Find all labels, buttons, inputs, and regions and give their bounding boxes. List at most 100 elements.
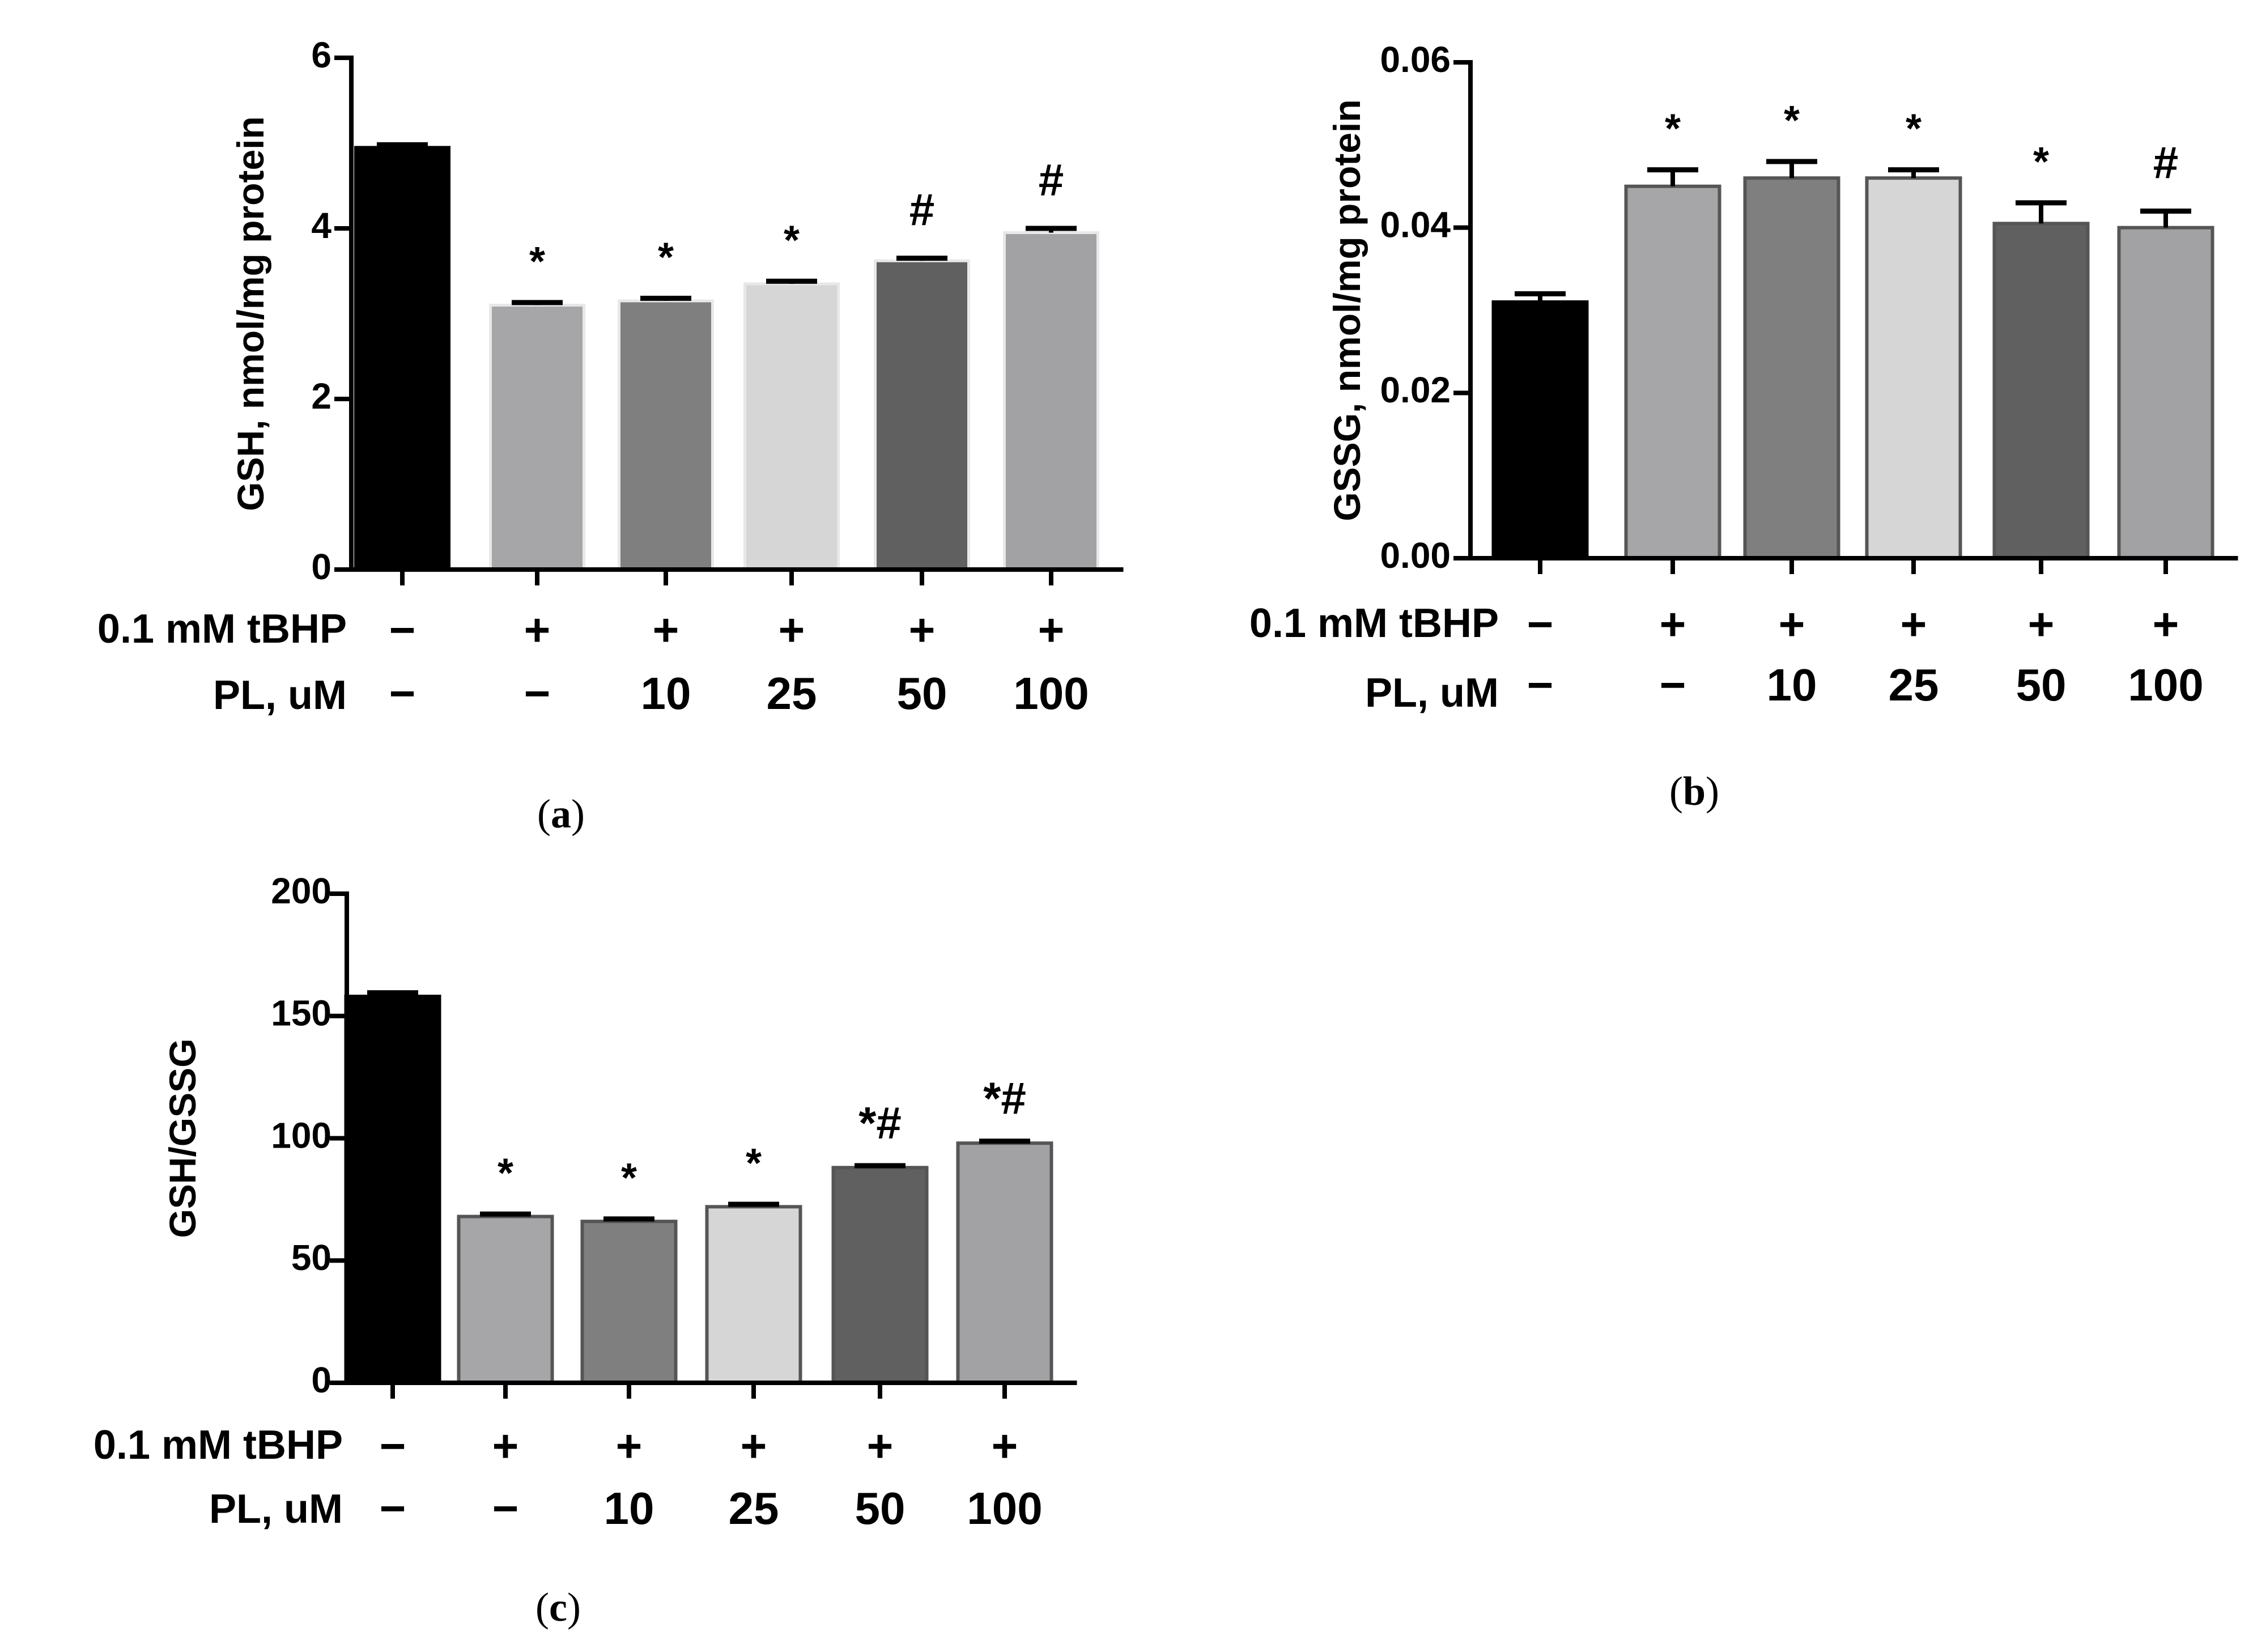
significance-label-2: * xyxy=(1665,107,1681,152)
y-axis-label: GSH/GSSG xyxy=(161,1038,203,1238)
pl-condition-2: − xyxy=(492,1483,519,1534)
panel-label-letter: c xyxy=(549,1585,567,1630)
tbhp-condition-5: + xyxy=(909,605,936,655)
bar-2 xyxy=(1624,184,1721,560)
panel-a-chart: − − * + − * +10 * +25 # +50 # +100 0 2 4 6 GSH, nmol/mg p… xyxy=(97,35,1124,836)
pl-condition-3: 10 xyxy=(641,668,691,719)
y-tick-label-1: 0.00 xyxy=(1380,535,1451,576)
significance-label-3: * xyxy=(621,1156,637,1201)
y-tick-label-3: 4 xyxy=(311,205,331,246)
tbhp-condition-5: + xyxy=(867,1421,894,1471)
bar-1 xyxy=(1491,300,1589,560)
y-tick-label-1: 0 xyxy=(311,1360,331,1400)
bar-3 xyxy=(1743,176,1840,560)
pl-condition-4: 25 xyxy=(1889,660,1939,710)
bar-2 xyxy=(457,1214,554,1385)
pl-condition-1: − xyxy=(380,1483,406,1534)
significance-label-4: * xyxy=(746,1141,762,1186)
tbhp-condition-1: − xyxy=(1527,599,1554,649)
tbhp-condition-2: + xyxy=(1660,599,1686,649)
significance-label-6: # xyxy=(2153,138,2179,188)
pl-condition-1: − xyxy=(1527,660,1554,710)
pl-condition-2: − xyxy=(524,668,551,719)
y-tick-label-3: 100 xyxy=(271,1115,331,1156)
pl-condition-2: − xyxy=(1660,660,1686,710)
panel-c-chart: − − * + − * +10 * +25 *# +50 *# +100 0 50 100 150 200 GSH/… xyxy=(93,870,1077,1630)
pl-condition-5: 50 xyxy=(897,668,947,719)
bar-5 xyxy=(1992,222,2090,560)
pl-condition-6: 100 xyxy=(2128,660,2203,710)
pl-condition-6: 100 xyxy=(1013,668,1089,719)
panel-label-letter: a xyxy=(551,791,571,836)
bar-3 xyxy=(580,1220,678,1385)
y-tick-label-4: 0.06 xyxy=(1380,39,1451,80)
panel-b-chart: − − * + − * +10 * +25 * +50 # +100 0.00 0.02 0.04 0.06 GS… xyxy=(1249,39,2238,814)
significance-label-5: *# xyxy=(858,1098,902,1148)
significance-label-2: * xyxy=(529,239,545,284)
pl-condition-4: 25 xyxy=(767,668,817,719)
tbhp-condition-3: + xyxy=(1779,599,1805,649)
significance-label-5: * xyxy=(2033,139,2049,185)
panel-label: (a) xyxy=(537,791,585,836)
panel-label: (b) xyxy=(1669,768,1719,814)
y-tick-label-4: 6 xyxy=(311,35,331,75)
significance-label-2: * xyxy=(498,1150,513,1196)
tbhp-condition-1: − xyxy=(380,1421,406,1471)
bar-2 xyxy=(489,303,585,571)
tbhp-condition-6: + xyxy=(1038,605,1065,655)
pl-condition-3: 10 xyxy=(604,1483,654,1534)
y-tick-label-2: 0.02 xyxy=(1380,370,1451,410)
tbhp-condition-4: + xyxy=(741,1421,767,1471)
panel-label-letter: b xyxy=(1683,768,1706,814)
tbhp-condition-3: + xyxy=(653,605,679,655)
tbhp-condition-2: + xyxy=(492,1421,519,1471)
significance-label-5: # xyxy=(909,185,935,235)
tbhp-condition-3: + xyxy=(616,1421,643,1471)
y-tick-label-5: 200 xyxy=(271,870,331,911)
y-tick-label-1: 0 xyxy=(311,546,331,587)
y-tick-label-2: 50 xyxy=(291,1237,331,1278)
significance-label-6: *# xyxy=(983,1073,1026,1124)
row-label-tbhp: 0.1 mM tBHP xyxy=(97,606,347,652)
bar-5 xyxy=(831,1166,929,1385)
row-label-pl: PL, uM xyxy=(1365,670,1499,716)
bar-1 xyxy=(354,146,450,571)
bar-1 xyxy=(344,995,441,1385)
y-tick-label-2: 2 xyxy=(311,376,331,417)
tbhp-condition-1: − xyxy=(389,605,416,655)
significance-label-6: # xyxy=(1039,155,1064,205)
y-axis-label: GSSG, nmol/mg protein xyxy=(1326,99,1368,521)
significance-label-4: * xyxy=(1906,107,1922,152)
panel-label: (c) xyxy=(535,1585,581,1630)
bar-5 xyxy=(874,259,970,571)
pl-condition-5: 50 xyxy=(2016,660,2067,710)
tbhp-condition-5: + xyxy=(2028,599,2055,649)
row-label-pl: PL, uM xyxy=(213,673,347,718)
y-axis-label: GSH, nmol/mg protein xyxy=(229,116,271,511)
significance-label-3: * xyxy=(658,235,674,280)
row-label-tbhp: 0.1 mM tBHP xyxy=(1249,601,1499,646)
pl-condition-3: 10 xyxy=(1767,660,1817,710)
y-tick-label-3: 0.04 xyxy=(1380,205,1451,245)
y-tick-label-4: 150 xyxy=(271,993,331,1034)
bar-4 xyxy=(705,1205,802,1385)
row-label-pl: PL, uM xyxy=(209,1487,343,1532)
pl-condition-1: − xyxy=(389,668,416,719)
bar-3 xyxy=(618,299,714,571)
pl-condition-4: 25 xyxy=(729,1483,779,1534)
significance-label-4: * xyxy=(784,218,800,263)
pl-condition-6: 100 xyxy=(967,1483,1042,1534)
bar-4 xyxy=(743,282,840,571)
tbhp-condition-6: + xyxy=(992,1421,1018,1471)
pl-condition-5: 50 xyxy=(855,1483,906,1534)
tbhp-condition-6: + xyxy=(2153,599,2179,649)
bar-6 xyxy=(956,1141,1053,1385)
significance-label-3: * xyxy=(1784,98,1800,143)
bar-4 xyxy=(1865,176,1962,560)
tbhp-condition-4: + xyxy=(1901,599,1927,649)
tbhp-condition-2: + xyxy=(524,605,551,655)
row-label-tbhp: 0.1 mM tBHP xyxy=(93,1422,343,1468)
bar-6 xyxy=(1003,231,1099,571)
bar-6 xyxy=(2117,226,2214,560)
